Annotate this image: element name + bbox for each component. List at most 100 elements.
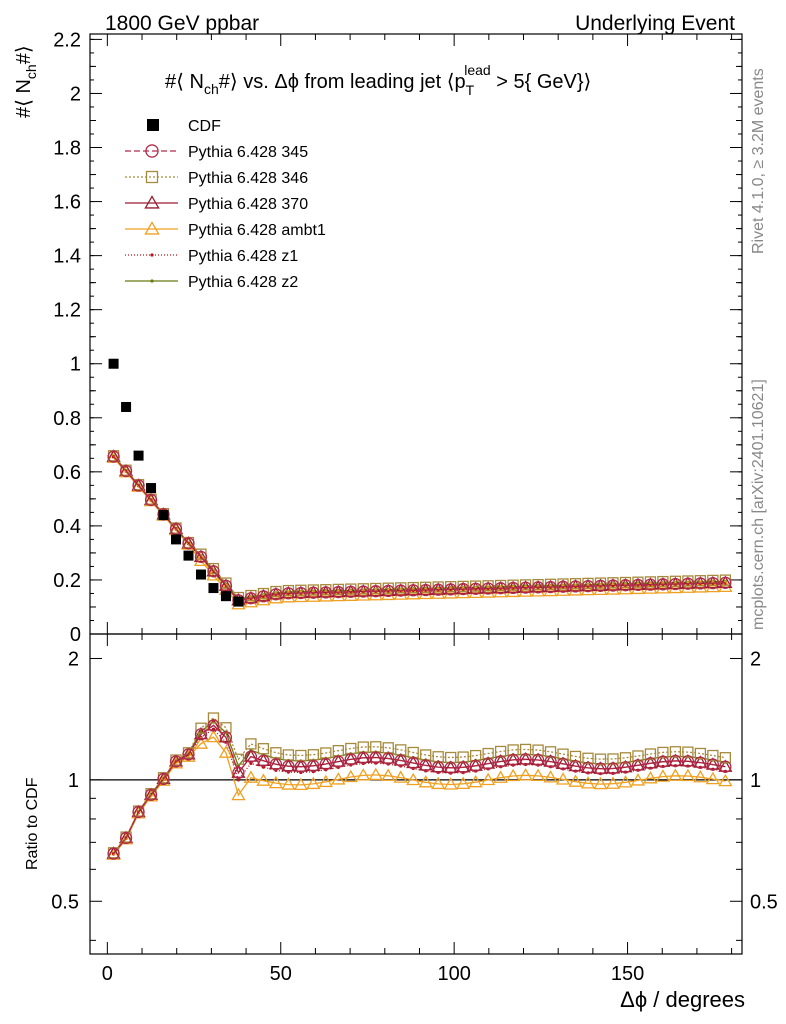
ratio-point-p346 — [270, 747, 282, 759]
series-ambt1 — [106, 450, 733, 860]
point-p345 — [332, 585, 345, 599]
point-p370 — [193, 549, 209, 562]
point-p370 — [568, 579, 583, 592]
ratio-point-p370 — [231, 765, 246, 778]
ratio-point-p345 — [344, 753, 357, 766]
point-p370 — [381, 583, 396, 597]
ratio-point-p345 — [619, 761, 632, 774]
chart-title: #⟨ Nch#⟩ vs. Δϕ from leading jet ⟨pTlead… — [165, 62, 591, 98]
ratio-point-p345 — [407, 756, 420, 770]
ratio-point-p345 — [444, 761, 457, 774]
ratio-point-p345 — [481, 757, 495, 770]
y-tick-label: 0.2 — [53, 570, 81, 592]
y-tick-label: 0.6 — [53, 462, 81, 484]
point-p345 — [294, 586, 308, 600]
point-ambt1 — [618, 581, 633, 595]
ratio-point-p345 — [544, 755, 557, 768]
legend-label-ambt1: Pythia 6.428 ambt1 — [188, 222, 326, 239]
point-p370 — [530, 579, 546, 593]
legend-item-ambt1: Pythia 6.428 ambt1 — [125, 221, 326, 239]
ratio-point-ambt1 — [580, 776, 596, 789]
ratio-point-ambt1 — [356, 768, 371, 781]
ratio-point-ambt1 — [156, 773, 171, 786]
legend-marker-ambt1 — [144, 221, 160, 235]
point-p345 — [544, 580, 557, 594]
point-p370 — [406, 582, 421, 596]
legend-item-cdf: CDF — [147, 118, 221, 135]
ratio-point-p346 — [220, 722, 232, 734]
ratio-point-ambt1 — [281, 777, 296, 790]
point-ambt1 — [331, 588, 346, 602]
point-ambt1 — [256, 592, 271, 606]
legend-item-z1: Pythia 6.428 z1 — [125, 248, 298, 265]
point-ambt1 — [406, 587, 421, 600]
ratio-point-p370 — [680, 753, 696, 767]
ratio-point-p346 — [669, 746, 682, 758]
point-p345 — [144, 493, 158, 507]
ratio-point-ambt1 — [481, 772, 496, 786]
line-z1 — [113, 456, 726, 603]
ratio-point-ambt1 — [306, 776, 321, 790]
ratio-point-p345 — [694, 756, 707, 769]
ratio-plot-frame — [89, 633, 743, 955]
point-ambt1 — [281, 590, 296, 603]
ratio-point-ambt1 — [593, 776, 608, 790]
ratio-tick-label: 1 — [750, 770, 761, 792]
ratio-point-p346 — [207, 712, 220, 724]
point-p345 — [107, 450, 120, 463]
ratio-point-p345 — [144, 788, 158, 801]
ratio-point-p346 — [707, 749, 719, 762]
point-p370 — [668, 576, 683, 590]
point-ambt1 — [418, 586, 433, 600]
ratio-point-p346 — [619, 752, 632, 764]
ratio-point-p345 — [706, 758, 720, 771]
ratio-point-p345 — [319, 757, 332, 771]
ratio-point-ambt1 — [193, 736, 209, 749]
point-p370 — [318, 585, 333, 598]
y-tick-label: 0.4 — [53, 516, 81, 538]
ratio-point-p346 — [295, 749, 307, 762]
point-ambt1 — [518, 584, 533, 597]
point-p370 — [593, 578, 608, 591]
point-p345 — [569, 580, 582, 593]
point-p345 — [594, 579, 607, 592]
ratio-tick-label: 1 — [68, 770, 79, 792]
ratio-point-p345 — [432, 760, 445, 774]
ratio-point-ambt1 — [431, 776, 446, 790]
point-p370 — [518, 580, 533, 593]
ratio-point-p345 — [332, 755, 345, 768]
point-ambt1 — [605, 582, 621, 595]
ratio-point-p346 — [694, 747, 707, 760]
ratio-point-p345 — [282, 760, 295, 773]
ratio-point-p345 — [531, 753, 545, 767]
ratio-point-p345 — [169, 755, 183, 768]
point-p370 — [618, 577, 633, 591]
ratio-point-ambt1 — [443, 777, 458, 790]
y-tick-label: 1.6 — [53, 192, 81, 214]
ratio-point-p346 — [245, 738, 257, 750]
point-p370 — [281, 585, 296, 599]
point-cdf — [146, 483, 157, 494]
ratio-point-ambt1 — [381, 768, 396, 781]
ratio-y-axis-label: Ratio to CDF — [24, 777, 41, 870]
point-cdf — [158, 510, 169, 521]
point-ambt1 — [468, 585, 483, 598]
line-p345 — [113, 456, 726, 601]
ratio-point-p345 — [569, 759, 582, 773]
point-ambt1 — [543, 583, 558, 597]
legend-label-p370: Pythia 6.428 370 — [188, 196, 308, 213]
point-ambt1 — [655, 581, 671, 594]
point-p345 — [706, 576, 720, 590]
point-cdf — [171, 534, 182, 545]
ratio-point-ambt1 — [368, 767, 383, 781]
ratio-point-ambt1 — [630, 773, 646, 786]
point-p370 — [555, 579, 571, 592]
ratio-point-ambt1 — [643, 771, 658, 784]
ratio-point-p370 — [668, 753, 683, 767]
series-p345 — [107, 450, 732, 860]
ratio-point-ambt1 — [468, 774, 483, 788]
point-p345 — [382, 584, 395, 598]
legend-item-p370: Pythia 6.428 370 — [125, 195, 308, 213]
ratio-point-p370 — [568, 758, 583, 772]
